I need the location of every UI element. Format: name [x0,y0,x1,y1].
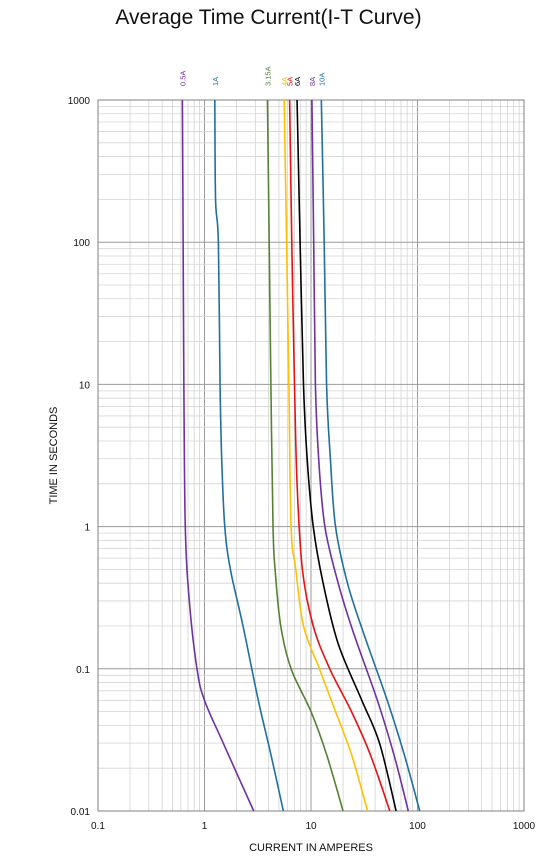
x-tick-label: 0.1 [91,821,105,832]
series-label-6a: 6A [293,77,302,86]
series-label-10a: 10A [317,73,326,86]
y-tick-label: 1000 [68,96,91,107]
series-line-1a [214,99,285,812]
y-tick-label: 0.1 [76,665,90,676]
x-tick-label: 1 [202,821,208,832]
series-line-10a [320,99,421,812]
series-line-6a [296,99,397,812]
series-label-4a: 4A [280,77,289,86]
y-axis-label: TIME IN SECONDS [48,407,60,505]
series-label-5a: 5A [286,77,295,86]
series-label-8a: 8A [308,77,317,86]
series-line-0-5a [181,99,255,812]
grid-layer [97,100,524,812]
plot-frame [97,99,525,812]
x-tick-label: 1000 [513,821,536,832]
y-tick-label: 0.01 [71,807,91,818]
series-label-1a: 1A [211,77,220,86]
x-tick-label: 100 [409,821,426,832]
series-layer [181,99,421,812]
series-line-5a [288,99,391,812]
series-line-3-15a [266,99,344,812]
series-label-0-5a: 0.5A [178,71,187,86]
y-tick-label: 10 [79,380,91,391]
series-line-8a [311,99,410,812]
x-tick-label: 10 [305,821,317,832]
series-label-3-15a: 3.15A [263,66,272,86]
chart-title: Average Time Current(I-T Curve) [115,6,422,29]
y-tick-label: 100 [73,238,90,249]
series-line-4a [283,99,369,812]
x-axis-label: CURRENT IN AMPERES [249,842,373,854]
y-tick-label: 1 [84,523,90,534]
